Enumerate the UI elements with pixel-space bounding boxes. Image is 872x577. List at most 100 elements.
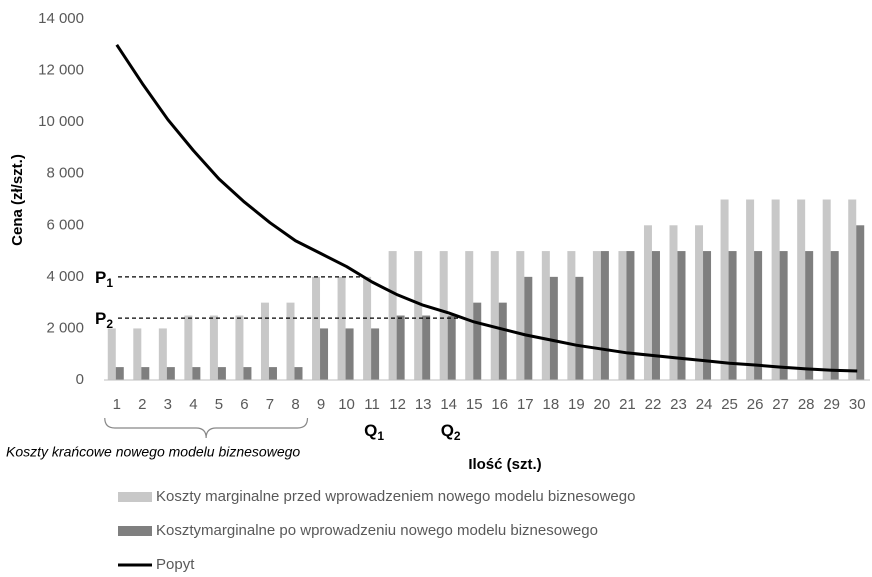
bar	[848, 199, 857, 380]
legend-swatch	[118, 526, 152, 536]
legend-swatch	[118, 492, 152, 502]
bar	[677, 251, 686, 380]
legend-label: Kosztymarginalne po wprowadzeniu nowego …	[156, 522, 598, 539]
bar	[567, 251, 576, 380]
price-letter: P	[95, 268, 106, 287]
x-tick-label: 9	[317, 396, 325, 413]
x-tick-label: 20	[594, 396, 611, 413]
x-tick-label: 13	[415, 396, 432, 413]
x-axis-title: Ilość (szt.)	[468, 456, 541, 473]
bar	[703, 251, 712, 380]
bar	[363, 276, 372, 380]
bar	[490, 251, 499, 380]
quantity-sub: 2	[454, 429, 461, 443]
x-tick-label: 26	[747, 396, 764, 413]
bar	[141, 367, 150, 380]
bar	[771, 199, 780, 380]
x-tick-label: 27	[772, 396, 789, 413]
x-tick-label: 25	[721, 396, 738, 413]
x-tick-label: 7	[266, 396, 274, 413]
y-tick-label: 2 000	[46, 319, 84, 336]
bar	[337, 276, 346, 380]
x-tick-label: 12	[389, 396, 406, 413]
bar	[618, 251, 627, 380]
price-sub: 2	[106, 317, 113, 331]
x-tick-label: 11	[364, 396, 380, 413]
x-tick-label: 2	[138, 396, 146, 413]
bar	[626, 251, 635, 380]
bar	[439, 251, 448, 380]
bar	[396, 315, 405, 380]
bar	[575, 276, 584, 380]
bar	[498, 302, 507, 380]
legend-label: Koszty marginalne przed wprowadzeniem no…	[156, 488, 635, 505]
bar	[754, 251, 763, 380]
bar	[830, 251, 839, 380]
y-axis-title: Cena (zł/szt.)	[9, 154, 26, 246]
x-tick-label: 17	[517, 396, 534, 413]
bar	[643, 225, 652, 380]
bar	[651, 251, 660, 380]
bar	[107, 328, 116, 380]
x-tick-label: 30	[849, 396, 866, 413]
bar	[312, 276, 321, 380]
price-label: P1	[95, 268, 113, 290]
bar	[217, 367, 226, 380]
bar	[669, 225, 678, 380]
y-tick-label: 12 000	[38, 62, 84, 79]
y-tick-label: 8 000	[46, 165, 84, 182]
quantity-label: Q2	[441, 421, 461, 443]
x-tick-label: 22	[645, 396, 662, 413]
x-tick-label: 18	[542, 396, 559, 413]
x-tick-label: 6	[240, 396, 248, 413]
bar	[695, 225, 704, 380]
bar	[209, 315, 218, 380]
y-tick-label: 0	[76, 371, 84, 388]
y-tick-label: 4 000	[46, 268, 84, 285]
bar	[133, 328, 142, 380]
bar	[549, 276, 558, 380]
legend-label: Popyt	[156, 556, 195, 572]
y-tick-label: 6 000	[46, 216, 84, 233]
bar	[243, 367, 252, 380]
x-tick-label: 28	[798, 396, 815, 413]
bar	[465, 251, 474, 380]
bar	[371, 328, 380, 380]
price-label: P2	[95, 310, 113, 332]
bar	[192, 367, 201, 380]
x-tick-label: 4	[189, 396, 197, 413]
bar	[286, 302, 295, 380]
bar	[260, 302, 269, 380]
bar	[592, 251, 601, 380]
bar	[822, 199, 831, 380]
bar	[115, 367, 124, 380]
x-tick-label: 5	[215, 396, 223, 413]
quantity-letter: Q	[364, 421, 377, 440]
quantity-sub: 1	[377, 429, 384, 443]
bar	[345, 328, 354, 380]
bar	[600, 251, 609, 380]
x-tick-label: 29	[823, 396, 840, 413]
x-tick-label: 15	[466, 396, 483, 413]
x-tick-label: 8	[291, 396, 299, 413]
bar	[414, 251, 423, 380]
bar	[720, 199, 729, 380]
bar	[447, 315, 456, 380]
bar	[294, 367, 303, 380]
bar	[473, 302, 482, 380]
x-tick-label: 16	[491, 396, 508, 413]
brace	[104, 417, 309, 439]
bar	[805, 251, 814, 380]
bar	[184, 315, 193, 380]
bar	[320, 328, 329, 380]
bar	[268, 367, 277, 380]
bar	[728, 251, 737, 380]
brace-label: Koszty krańcowe nowego modelu biznesoweg…	[6, 444, 300, 460]
bar	[422, 315, 431, 380]
x-tick-label: 1	[113, 396, 121, 413]
quantity-label: Q1	[364, 421, 384, 443]
bar	[797, 199, 806, 380]
bar	[779, 251, 788, 380]
x-tick-label: 23	[670, 396, 687, 413]
